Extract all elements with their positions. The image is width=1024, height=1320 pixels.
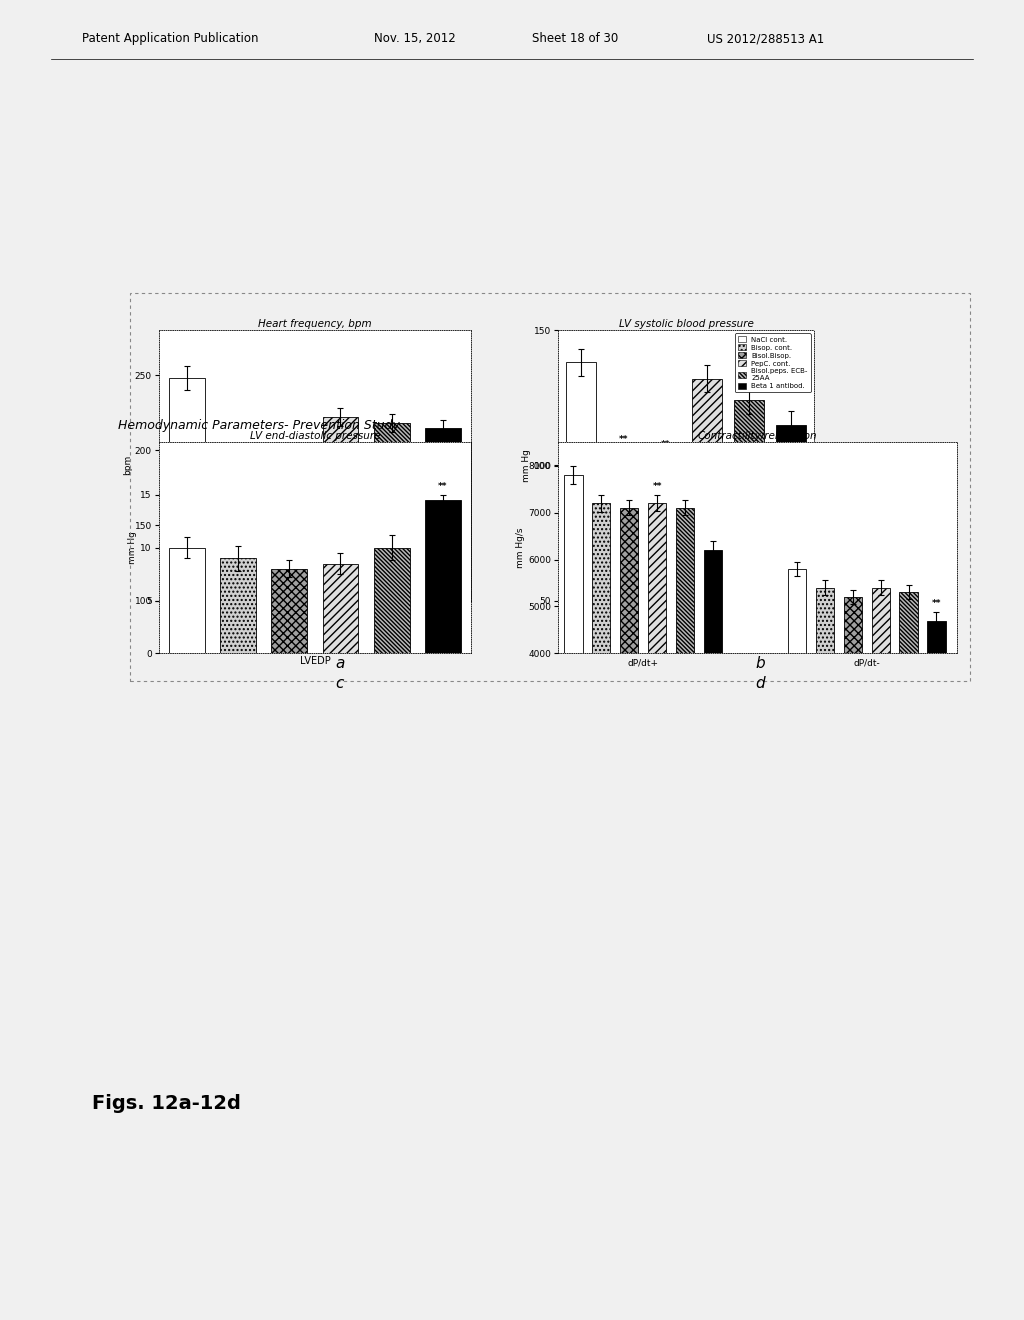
Bar: [169, 378, 205, 751]
Bar: [425, 428, 461, 751]
Bar: [899, 593, 918, 841]
Title: LV systolic blood pressure: LV systolic blood pressure: [618, 319, 754, 329]
Bar: [271, 569, 307, 653]
Bar: [844, 597, 862, 841]
X-axis label: LVSP: LVSP: [675, 603, 697, 614]
Bar: [374, 424, 410, 751]
Bar: [220, 558, 256, 653]
Title: Contractility/relaxation: Contractility/relaxation: [698, 432, 817, 441]
Bar: [323, 417, 358, 751]
X-axis label: HF min-1: HF min-1: [293, 603, 337, 614]
Text: Nov. 15, 2012: Nov. 15, 2012: [374, 32, 456, 45]
Text: **: **: [285, 463, 294, 473]
Bar: [871, 587, 890, 841]
Bar: [323, 564, 358, 653]
Text: US 2012/288513 A1: US 2012/288513 A1: [707, 32, 824, 45]
Text: c: c: [336, 676, 344, 690]
Bar: [621, 508, 638, 841]
Bar: [271, 488, 307, 751]
X-axis label: LVEDP: LVEDP: [299, 656, 331, 667]
Text: **: **: [932, 599, 941, 609]
Bar: [816, 587, 834, 841]
Bar: [566, 363, 596, 735]
Text: **: **: [660, 440, 670, 449]
Text: Sheet 18 of 30: Sheet 18 of 30: [532, 32, 618, 45]
Text: *: *: [746, 372, 752, 381]
Text: **: **: [618, 434, 628, 444]
Text: **: **: [652, 482, 662, 491]
Bar: [374, 548, 410, 653]
Bar: [676, 508, 694, 841]
Bar: [734, 400, 764, 735]
Bar: [592, 503, 610, 841]
Y-axis label: mm Hg: mm Hg: [128, 532, 137, 564]
Y-axis label: mm Hg/s: mm Hg/s: [516, 528, 525, 568]
Text: **: **: [233, 466, 243, 475]
Text: **: **: [438, 482, 447, 491]
Bar: [169, 548, 205, 653]
Bar: [650, 465, 680, 735]
Bar: [705, 550, 722, 841]
Text: a: a: [335, 656, 345, 671]
Bar: [608, 459, 638, 735]
Text: b: b: [755, 656, 765, 671]
Text: d: d: [755, 676, 765, 690]
Bar: [776, 425, 806, 735]
Bar: [648, 503, 667, 841]
Text: Patent Application Publication: Patent Application Publication: [82, 32, 258, 45]
Bar: [425, 500, 461, 653]
Bar: [928, 620, 945, 841]
Text: Figs. 12a-12d: Figs. 12a-12d: [92, 1094, 241, 1113]
Title: Heart frequency, bpm: Heart frequency, bpm: [258, 319, 372, 329]
Legend: NaCl cont., Bisop. cont., Bisol.Bisop., PepC. cont., Bisol.peps. ECB-
25AA, Beta: NaCl cont., Bisop. cont., Bisol.Bisop., …: [735, 334, 811, 392]
Y-axis label: bpm: bpm: [123, 455, 132, 475]
Bar: [220, 492, 256, 751]
Bar: [787, 569, 806, 841]
Title: LV end-diastolic pressure: LV end-diastolic pressure: [250, 432, 380, 441]
Y-axis label: mm Hg: mm Hg: [522, 449, 531, 482]
Bar: [564, 475, 583, 841]
Text: Hemodynamic Parameters- Prevention Study: Hemodynamic Parameters- Prevention Study: [118, 418, 399, 432]
Bar: [692, 379, 722, 735]
